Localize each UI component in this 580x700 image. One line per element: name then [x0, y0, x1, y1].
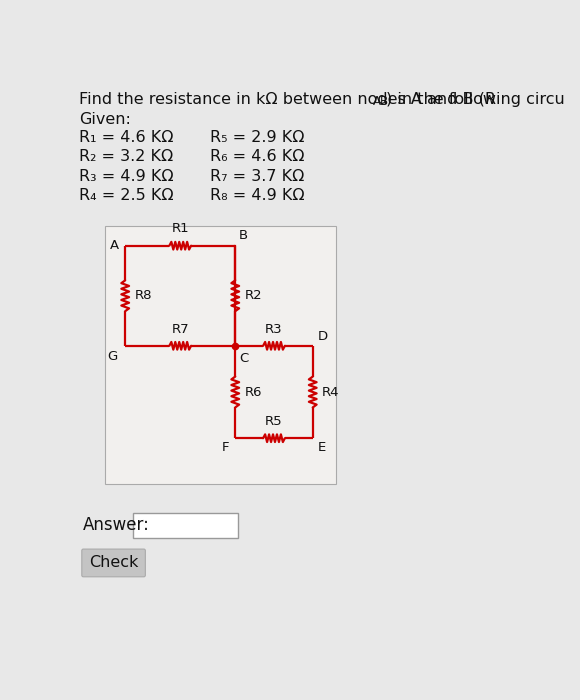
Text: R₆ = 4.6 KΩ: R₆ = 4.6 KΩ: [211, 150, 305, 164]
Text: Find the resistance in kΩ between nodes A and B (R: Find the resistance in kΩ between nodes …: [79, 92, 496, 106]
Text: AB: AB: [373, 94, 389, 108]
Text: A: A: [110, 239, 119, 252]
Text: R₅ = 2.9 KΩ: R₅ = 2.9 KΩ: [211, 130, 305, 145]
Text: Check: Check: [89, 555, 138, 570]
FancyBboxPatch shape: [105, 227, 336, 484]
Text: C: C: [239, 352, 248, 365]
Text: R2: R2: [245, 289, 262, 302]
Text: R₈ = 4.9 KΩ: R₈ = 4.9 KΩ: [211, 188, 305, 203]
Text: R8: R8: [135, 289, 152, 302]
Text: R6: R6: [245, 386, 262, 398]
Text: B: B: [239, 229, 248, 242]
Text: R3: R3: [265, 323, 283, 336]
Text: R₇ = 3.7 KΩ: R₇ = 3.7 KΩ: [211, 169, 305, 183]
Text: Answer:: Answer:: [84, 516, 150, 534]
Text: R7: R7: [172, 323, 189, 336]
Text: R₁ = 4.6 KΩ: R₁ = 4.6 KΩ: [79, 130, 173, 145]
Text: G: G: [107, 350, 117, 363]
FancyBboxPatch shape: [82, 549, 146, 577]
Text: E: E: [317, 441, 325, 454]
Text: R₃ = 4.9 KΩ: R₃ = 4.9 KΩ: [79, 169, 173, 183]
Text: R4: R4: [322, 386, 339, 398]
Text: R5: R5: [265, 415, 283, 428]
Text: D: D: [317, 330, 328, 343]
Text: F: F: [222, 441, 229, 454]
Text: R1: R1: [172, 222, 189, 235]
Text: Given:: Given:: [79, 113, 130, 127]
Text: R₄ = 2.5 KΩ: R₄ = 2.5 KΩ: [79, 188, 173, 203]
Text: ) in the following circu: ) in the following circu: [386, 92, 564, 106]
Text: R₂ = 3.2 KΩ: R₂ = 3.2 KΩ: [79, 150, 173, 164]
FancyBboxPatch shape: [133, 513, 238, 538]
